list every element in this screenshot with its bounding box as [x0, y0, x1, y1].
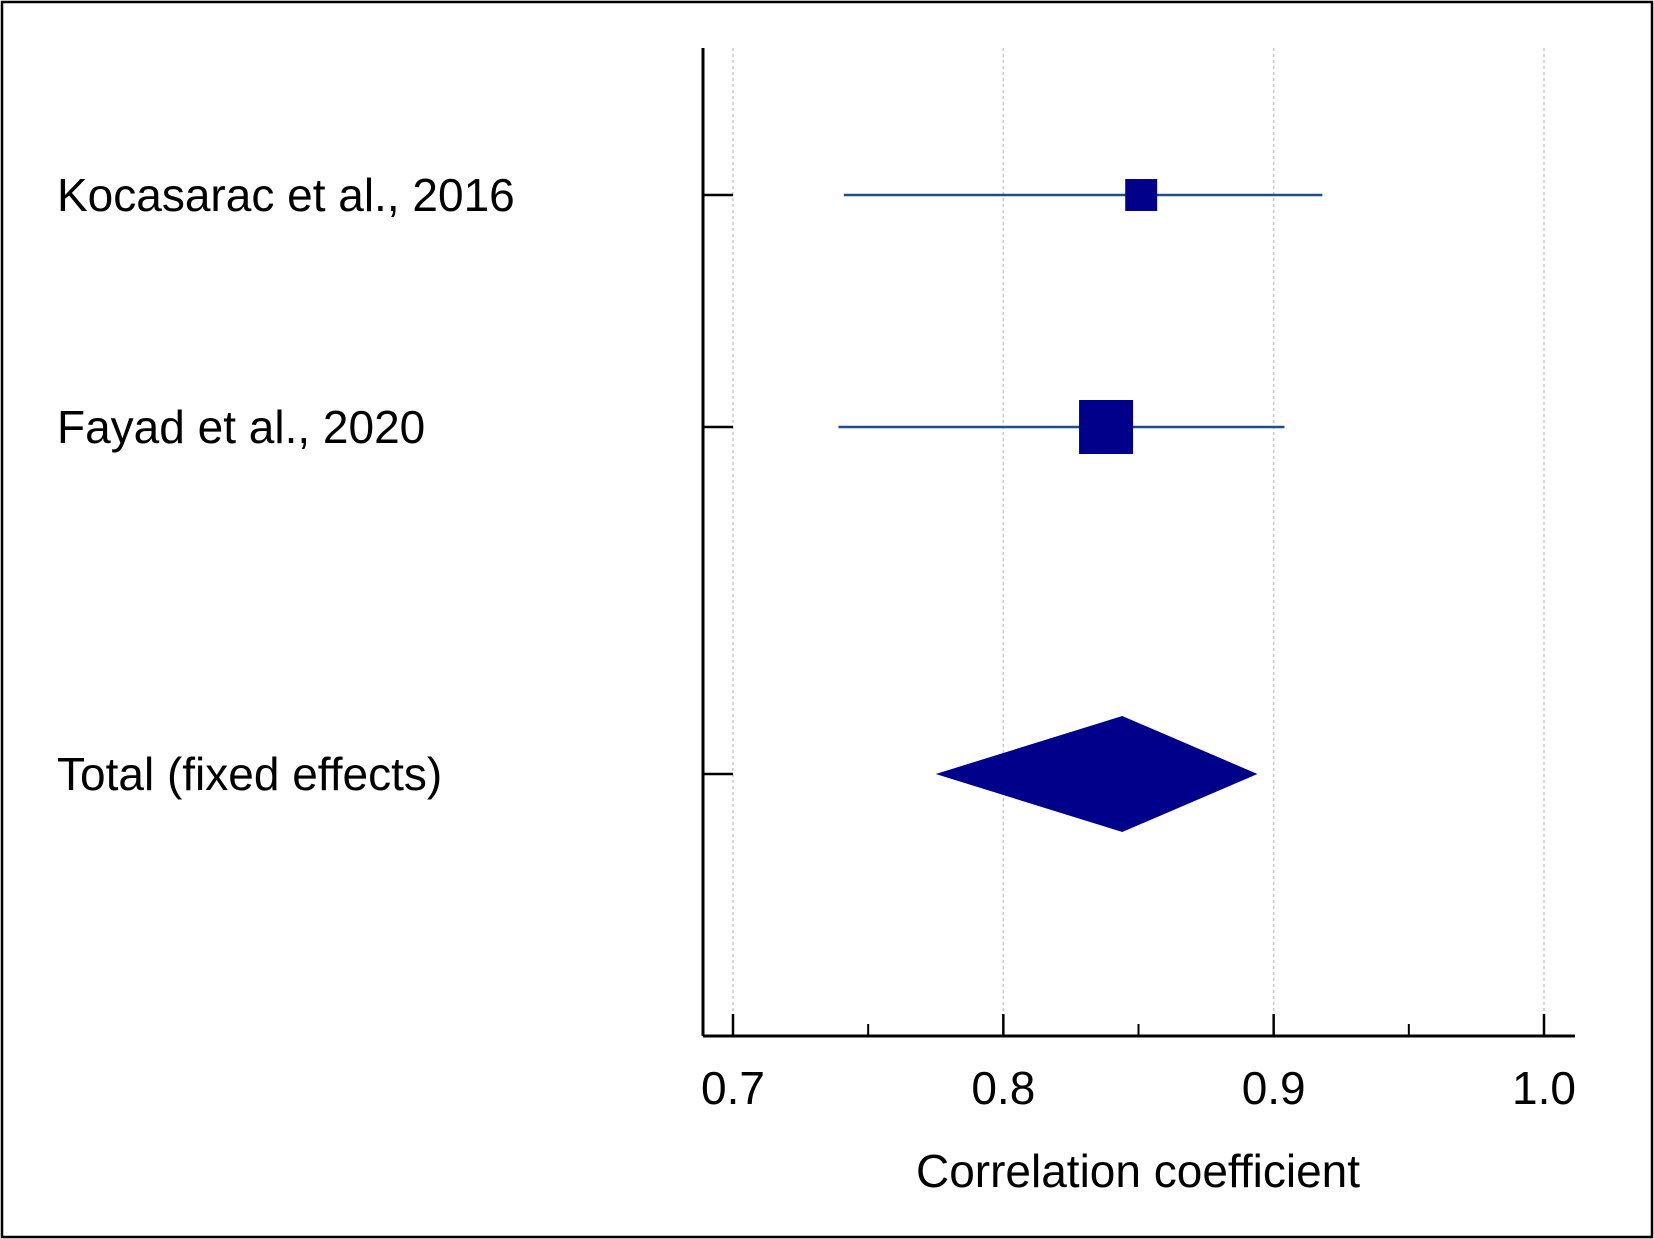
study-marks [838, 179, 1323, 832]
study-label-2: Fayad et al., 2020 [57, 401, 425, 453]
axes: 0.7 0.8 0.9 1.0 [701, 48, 1576, 1114]
x-tick-label-0.7: 0.7 [701, 1062, 765, 1114]
x-axis-label: Correlation coefficient [916, 1145, 1360, 1197]
x-tick-label-1.0: 1.0 [1512, 1062, 1576, 1114]
study-labels: Kocasarac et al., 2016 Fayad et al., 2020… [57, 169, 515, 800]
study-point-1 [1125, 179, 1158, 211]
study-point-2 [1079, 400, 1134, 454]
grid-lines [732, 48, 1545, 1036]
study-label-1: Kocasarac et al., 2016 [57, 169, 515, 221]
x-tick-label-0.8: 0.8 [971, 1062, 1035, 1114]
pooled-label: Total (fixed effects) [57, 748, 442, 800]
pooled-diamond [935, 716, 1258, 832]
x-tick-label-0.9: 0.9 [1242, 1062, 1306, 1114]
